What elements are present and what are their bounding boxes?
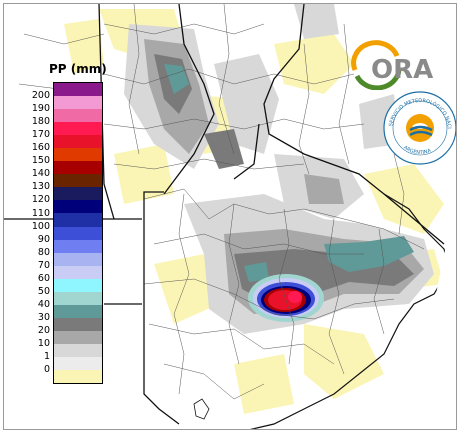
legend-tick-label: 0 [43,364,50,376]
legend-swatch [54,265,102,279]
peninsula-outline [193,398,210,420]
legend-swatch [54,356,102,371]
district-boundaries [18,4,425,400]
legend-tick-label: 110 [31,207,50,219]
legend-swatch [54,291,102,305]
legend-tick-label: 40 [37,298,50,310]
legend-tick-label: 200 [31,90,50,102]
precipitation-map [4,4,456,429]
legend-tick-label: 180 [31,116,50,128]
legend-tick-label: 100 [31,220,50,232]
logo-arc-bottom [354,69,402,90]
legend-swatch [54,317,102,331]
legend-swatch [54,96,102,110]
legend-swatch [54,148,102,162]
legend-swatch [54,370,102,384]
legend-swatch [54,122,102,136]
legend-tick-label: 140 [31,168,50,180]
legend-swatch [54,330,102,344]
legend-tick-label: 60 [37,272,50,284]
seal-bottom-text: ARGENTINA [402,145,432,156]
legend-swatch [54,135,102,149]
legend-swatch [54,343,102,357]
legend-tick-label: 130 [31,181,50,193]
legend-tick-label: 20 [37,324,50,336]
legend-tick-label: 90 [37,233,50,245]
legend-swatch [54,161,102,175]
legend-swatch [54,174,102,188]
legend-color-bar [53,82,103,385]
logo-arc-top [351,40,400,71]
legend-swatch [54,83,102,97]
ora-logo: ORA [351,40,433,90]
legend-swatch [54,109,102,123]
ocean-patch [436,250,456,294]
ora-wordmark: ORA [371,55,433,85]
storm-core [248,274,324,322]
legend-tick-label: 80 [37,246,50,258]
legend-swatch [54,213,102,227]
legend-tick-label: 150 [31,155,50,167]
coastline [249,193,450,429]
legend-tick-label: 120 [31,194,50,206]
legend-swatch [54,226,102,240]
legend-title: PP (mm) [49,62,107,76]
legend-swatch [54,187,102,201]
map-frame: PP (mm) 200 190 180 170 160 150 140 130 120 110 10… [3,3,457,430]
legend-tick-label: 70 [37,259,50,271]
legend-tick-label: 190 [31,103,50,115]
legend-swatch [54,278,102,292]
legend-tick-label: 50 [37,285,50,297]
legend-swatch [54,304,102,318]
legend-tick-label: 1 [43,351,50,363]
seal-wave-icon [409,125,433,132]
legend-tick-label: 10 [37,338,50,349]
legend-tick-label: 160 [31,142,50,154]
legend-swatch [54,200,102,214]
legend-swatch [54,252,102,266]
very-heavy-rain-areas [164,64,414,282]
legend-tick-label: 170 [31,129,50,141]
smn-seal: SERVICIO METEOROLÓGICO NACIONAL ARGENTIN… [382,90,456,165]
legend-swatch [54,239,102,253]
legend-tick-label: 30 [37,311,50,323]
